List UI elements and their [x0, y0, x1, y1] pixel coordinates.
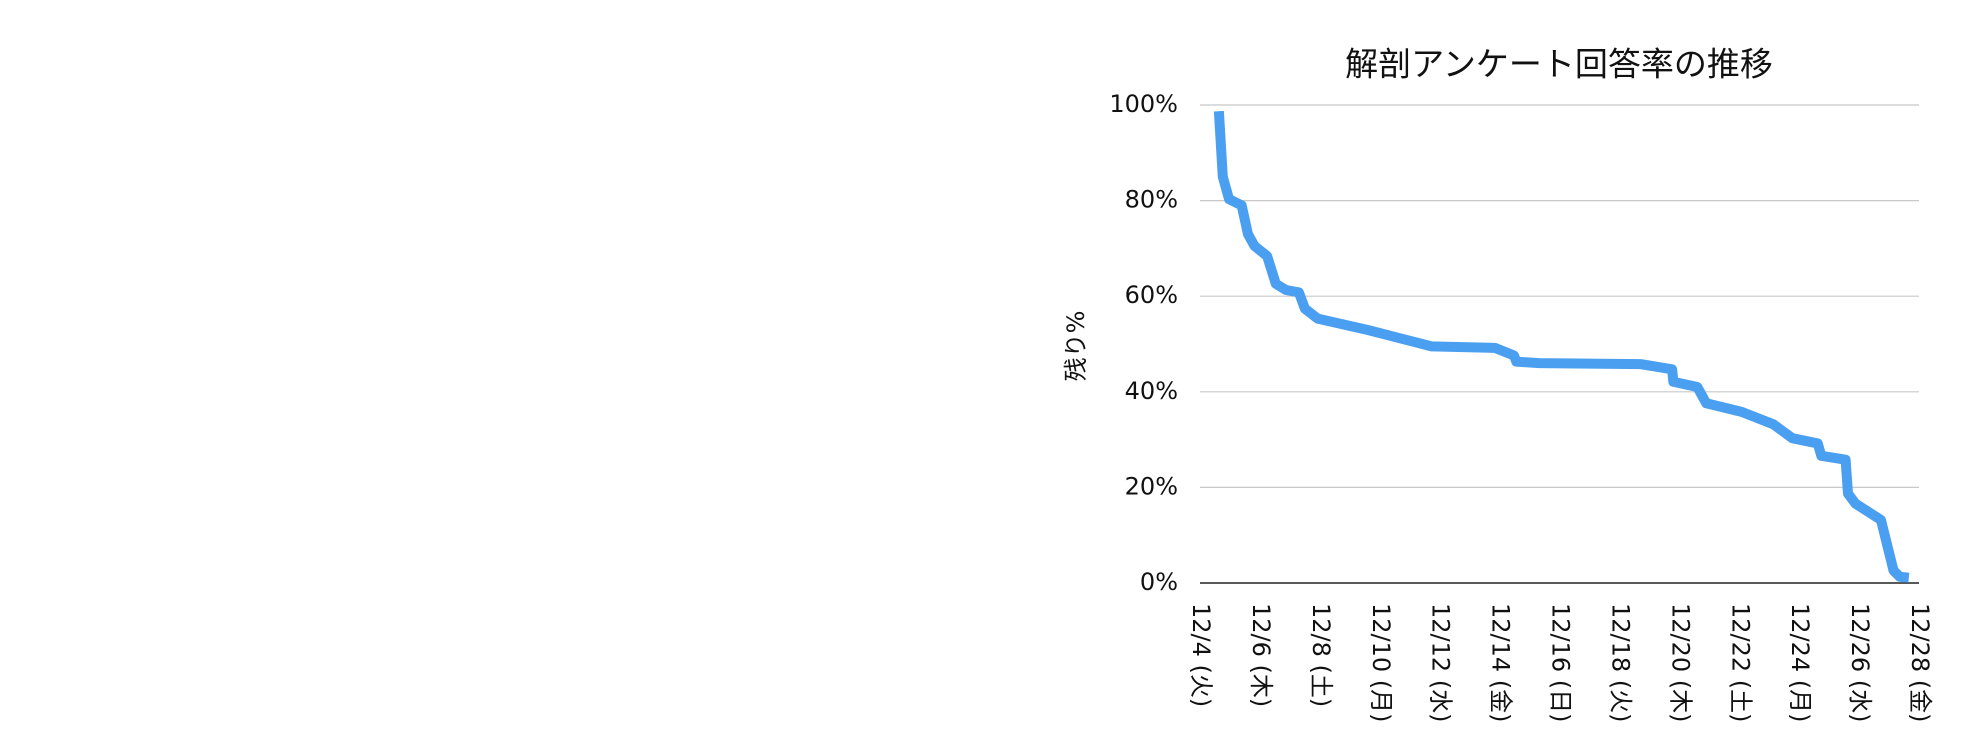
x-tick-label: 12/26 (水) [1846, 603, 1874, 723]
x-tick-label: 12/12 (水) [1427, 603, 1455, 723]
x-tick-label: 12/14 (金) [1487, 603, 1515, 723]
x-tick-label: 12/28 (金) [1906, 603, 1934, 723]
y-tick-label: 40% [1125, 377, 1178, 405]
y-tick-label: 100% [1109, 90, 1178, 118]
y-tick-label: 20% [1125, 472, 1178, 500]
y-axis-label: 残り% [1062, 311, 1090, 382]
x-tick-label: 12/4 (火) [1187, 603, 1215, 707]
y-tick-label: 80% [1125, 186, 1178, 214]
x-tick-label: 12/8 (土) [1307, 603, 1335, 707]
y-tick-label: 0% [1140, 568, 1178, 596]
x-tick-label: 12/22 (土) [1726, 603, 1754, 723]
x-tick-label: 12/6 (木) [1247, 603, 1275, 707]
x-tick-label: 12/16 (日) [1547, 603, 1575, 723]
x-tick-label: 12/20 (木) [1666, 603, 1694, 723]
chart-title: 解剖アンケート回答率の推移 [1345, 45, 1773, 84]
line [1213, 110, 1910, 583]
y-tick-label: 60% [1125, 281, 1178, 309]
x-tick-label: 12/18 (火) [1606, 603, 1634, 723]
x-tick-label: 12/10 (月) [1367, 603, 1395, 723]
x-tick-label: 12/24 (月) [1786, 603, 1814, 723]
